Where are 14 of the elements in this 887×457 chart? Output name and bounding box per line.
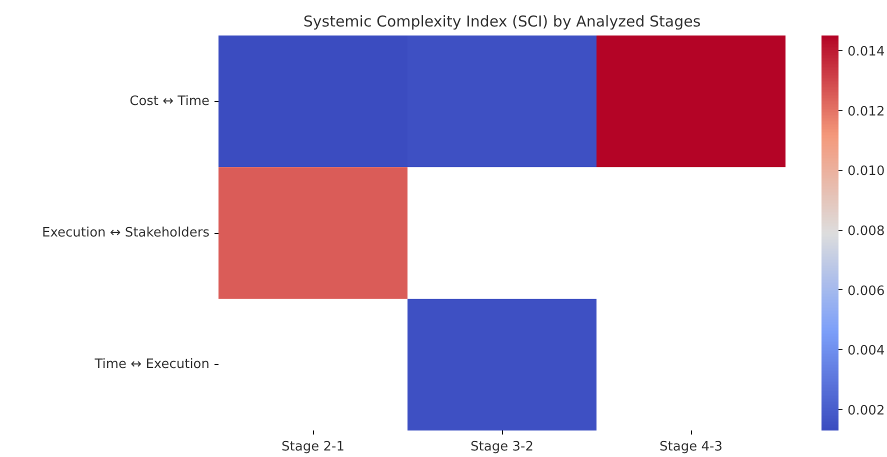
color-bar-label: 0.014: [848, 44, 885, 60]
color-bar-label: 0.004: [848, 344, 885, 359]
x-tick-label: Stage 3-2: [470, 440, 534, 454]
color-bar-label: 0.008: [848, 224, 885, 240]
y-tick-label: Time ↔ Execution: [94, 357, 210, 372]
y-tick-label: Execution ↔ Stakeholders: [42, 226, 210, 240]
color-bar-label: 0.002: [848, 404, 885, 419]
y-tick-label: Cost ↔ Time: [130, 94, 210, 109]
color-bar-label: 0.010: [848, 164, 885, 180]
x-tick-label: Stage 2-1: [282, 440, 344, 454]
color-bar-label: 0.012: [848, 104, 885, 120]
x-tick-label: Stage 4-3: [660, 440, 722, 454]
chart-title: Systemic Complexity Index (SCI) by Analyzed Stages: [303, 12, 701, 30]
color-bar-label: 0.006: [848, 284, 885, 299]
